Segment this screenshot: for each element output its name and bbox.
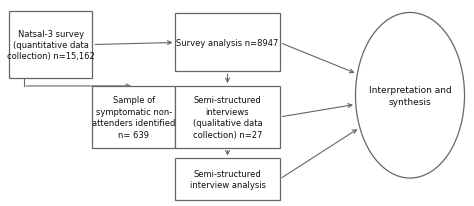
Text: Semi-structured
interviews
(qualitative data
collection) n=27: Semi-structured interviews (qualitative … [193,96,262,139]
Text: Semi-structured
interview analysis: Semi-structured interview analysis [190,169,265,189]
FancyBboxPatch shape [92,87,175,148]
Ellipse shape [356,13,465,178]
Text: Sample of
symptomatic non-
attenders identified
n= 639: Sample of symptomatic non- attenders ide… [92,96,175,139]
Text: Interpretation and
synthesis: Interpretation and synthesis [369,85,451,107]
FancyBboxPatch shape [175,159,280,200]
FancyBboxPatch shape [9,12,92,78]
FancyBboxPatch shape [175,87,280,148]
Text: Natsal-3 survey
(quantitative data
collection) n=15,162: Natsal-3 survey (quantitative data colle… [7,29,95,61]
FancyBboxPatch shape [175,14,280,72]
Text: Survey analysis n=8947: Survey analysis n=8947 [176,39,279,48]
